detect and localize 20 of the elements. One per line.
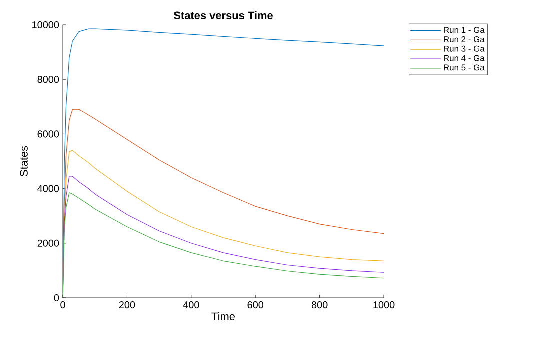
y-tick-label: 0 [54, 294, 60, 302]
x-tick-label: 600 [248, 302, 264, 309]
legend-label: Run 2 - Ga [444, 36, 485, 42]
legend-label: Run 4 - Ga [444, 55, 485, 62]
y-tick-label: 10000 [32, 21, 60, 29]
x-tick-label: 0 [60, 302, 66, 309]
chart-title: States versus Time [174, 11, 273, 20]
x-axis-title: Time [212, 312, 235, 320]
legend-label: Run 3 - Ga [444, 46, 485, 52]
legend-label: Run 5 - Ga [444, 64, 485, 71]
y-tick-label: 6000 [38, 130, 60, 138]
x-tick-label: 400 [183, 302, 200, 309]
y-axis-title: States [20, 146, 28, 177]
x-tick-label: 200 [119, 302, 136, 309]
legend-label: Run 1 - Ga [444, 27, 485, 34]
y-tick-label: 8000 [38, 76, 60, 84]
x-tick-label: 800 [312, 302, 328, 309]
y-tick-label: 4000 [38, 185, 60, 192]
x-tick-label: 1000 [374, 302, 395, 309]
y-tick-label: 2000 [38, 240, 60, 247]
